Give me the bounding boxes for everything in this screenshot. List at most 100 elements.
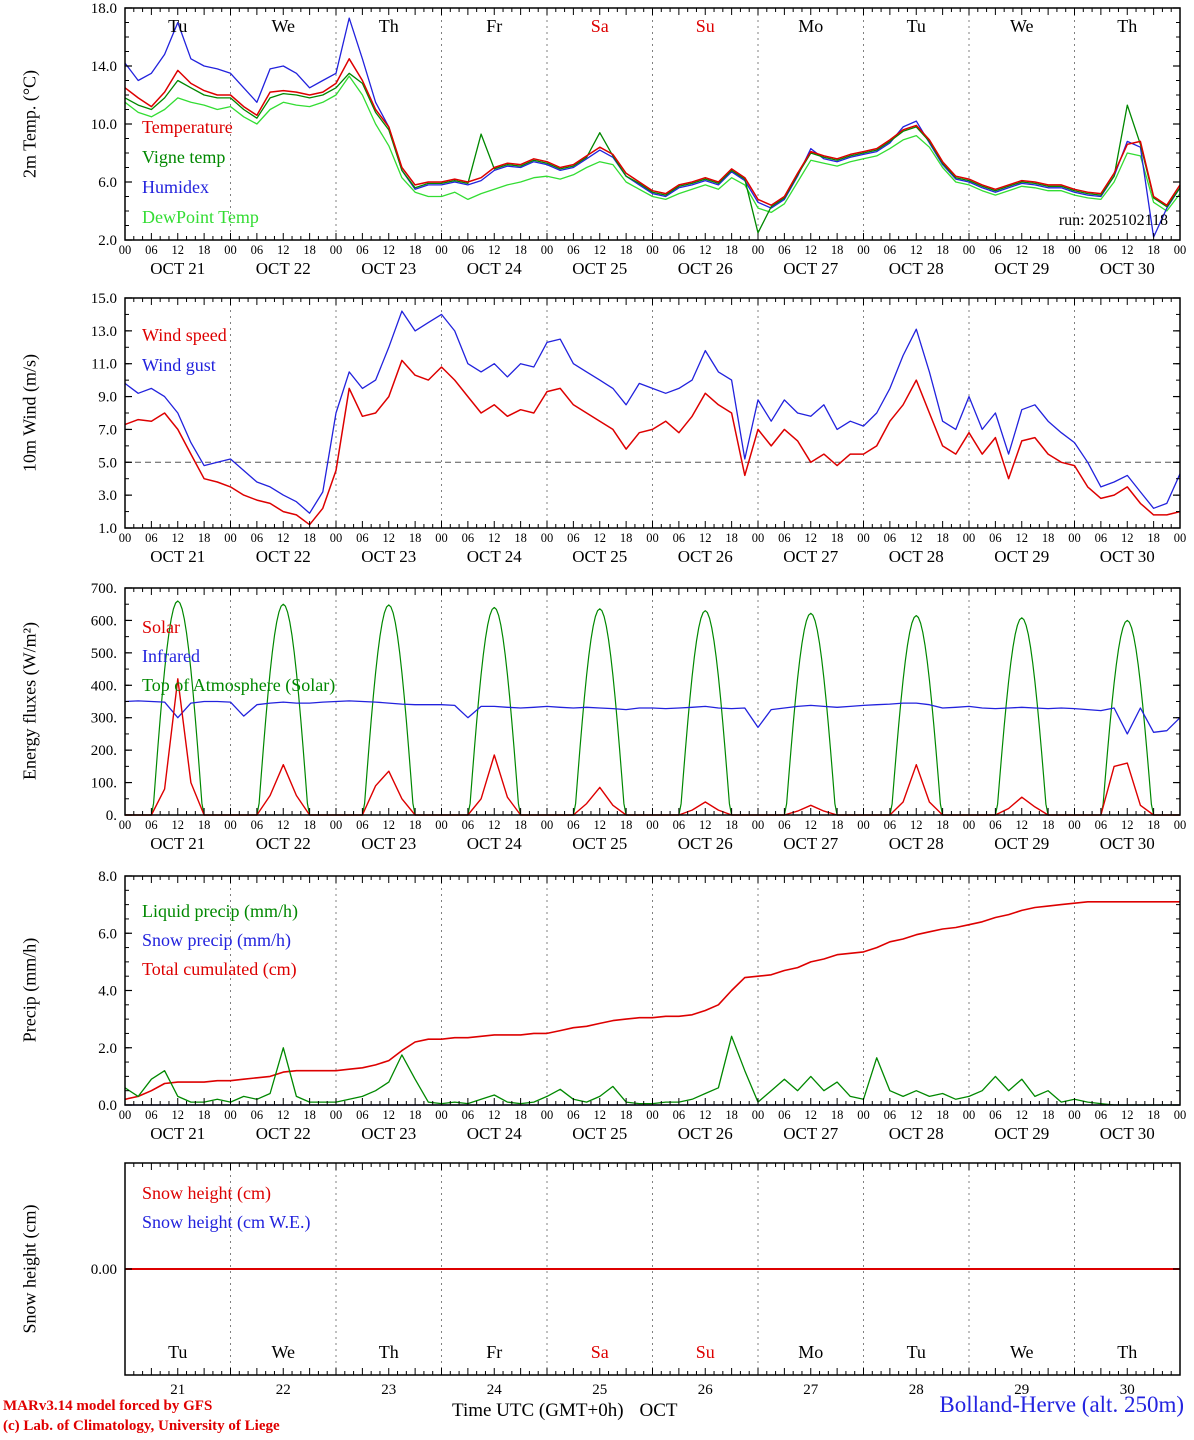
hour-label: 12: [910, 531, 923, 545]
hour-label: 06: [989, 818, 1002, 832]
hour-label: 12: [172, 243, 185, 257]
date-label: OCT 26: [678, 1124, 733, 1143]
date-label: OCT 21: [150, 547, 205, 566]
hour-label: 00: [541, 1108, 554, 1122]
date-label: OCT 22: [256, 547, 311, 566]
hour-label: 18: [936, 1108, 949, 1122]
day-name: Th: [379, 16, 399, 36]
hour-label: 18: [831, 818, 844, 832]
series-solar: [125, 678, 1180, 816]
hour-label: 06: [1095, 1108, 1108, 1122]
date-label: OCT 22: [256, 259, 311, 278]
hour-label: 06: [1095, 531, 1108, 545]
hour-label: 18: [620, 243, 633, 257]
hour-label: 18: [725, 1108, 738, 1122]
hour-label: 00: [435, 531, 448, 545]
hour-label: 12: [488, 531, 501, 545]
y-tick-label: 18.0: [91, 1, 117, 17]
hour-label: 06: [145, 243, 158, 257]
date-label: OCT 23: [361, 259, 416, 278]
y-tick-label: 6.0: [98, 175, 117, 191]
hour-label: 06: [1095, 243, 1108, 257]
day-name: Sa: [591, 1342, 609, 1362]
legend-snow-height-we: Snow height (cm W.E.): [142, 1212, 311, 1232]
legend-temperature: Temperature: [142, 117, 233, 137]
hour-label: 18: [198, 531, 211, 545]
y-tick-label: 2.0: [98, 233, 117, 249]
legend-infrared: Infrared: [142, 646, 200, 666]
hour-label: 00: [330, 243, 343, 257]
day-name: Sa: [591, 16, 609, 36]
hour-label: 00: [1068, 1108, 1081, 1122]
run-label: run: 2025102118: [1058, 212, 1168, 229]
hour-label: 18: [409, 531, 422, 545]
hour-label: 18: [725, 818, 738, 832]
hour-label: 00: [224, 531, 237, 545]
hour-label: 12: [1016, 531, 1029, 545]
hour-label: 06: [251, 1108, 264, 1122]
day-number: 30: [1120, 1382, 1135, 1398]
hour-label: 00: [119, 243, 132, 257]
date-label: OCT 24: [467, 259, 522, 278]
legend-snow-precip: Snow precip (mm/h): [142, 930, 291, 950]
hour-label: 06: [778, 1108, 791, 1122]
date-label: OCT 23: [361, 834, 416, 853]
hour-label: 00: [1174, 1108, 1187, 1122]
date-label: OCT 27: [783, 1124, 838, 1143]
hour-label: 06: [567, 531, 580, 545]
hour-label: 18: [303, 1108, 316, 1122]
y-axis-title-energy: Energy fluxes (W/m²): [19, 621, 40, 781]
y-tick-label: 8.0: [98, 869, 117, 885]
day-name: Mo: [798, 1342, 823, 1362]
hour-label: 00: [1068, 818, 1081, 832]
day-name: We: [271, 1342, 295, 1362]
date-label: OCT 21: [150, 834, 205, 853]
hour-label: 06: [251, 243, 264, 257]
date-label: OCT 21: [150, 259, 205, 278]
date-label: OCT 24: [467, 834, 522, 853]
hour-label: 06: [462, 243, 475, 257]
hour-label: 18: [409, 243, 422, 257]
date-label: OCT 30: [1100, 834, 1155, 853]
hour-label: 18: [936, 818, 949, 832]
day-name: We: [1010, 1342, 1034, 1362]
day-number: 23: [381, 1382, 396, 1398]
y-tick-label: 15.0: [91, 291, 117, 307]
y-tick-label: 2.0: [98, 1041, 117, 1057]
hour-label: 12: [1016, 243, 1029, 257]
hour-label: 06: [989, 1108, 1002, 1122]
hour-label: 12: [277, 818, 290, 832]
hour-label: 18: [1042, 1108, 1055, 1122]
date-label: OCT 23: [361, 1124, 416, 1143]
hour-label: 00: [541, 531, 554, 545]
hour-label: 00: [224, 243, 237, 257]
date-label: OCT 26: [678, 834, 733, 853]
hour-label: 18: [303, 531, 316, 545]
y-tick-label: 0.: [106, 808, 117, 824]
legend-wind-gust: Wind gust: [142, 355, 216, 375]
legend-toa-solar: Top of Atmosphere (Solar): [142, 675, 336, 695]
hour-label: 12: [1121, 243, 1134, 257]
day-name: Th: [1117, 1342, 1137, 1362]
y-tick-label: 11.0: [91, 357, 117, 373]
hour-label: 18: [1147, 531, 1160, 545]
date-label: OCT 28: [889, 1124, 944, 1143]
day-number: 22: [276, 1382, 291, 1398]
y-tick-label: 600.: [91, 613, 117, 629]
hour-label: 12: [699, 1108, 712, 1122]
hour-label: 00: [541, 243, 554, 257]
hour-label: 18: [303, 818, 316, 832]
hour-label: 06: [673, 531, 686, 545]
day-number: 21: [170, 1382, 185, 1398]
hour-label: 18: [725, 531, 738, 545]
hour-label: 00: [646, 531, 659, 545]
hour-label: 06: [356, 531, 369, 545]
y-tick-label: 0.0: [98, 1098, 117, 1114]
hour-label: 00: [1174, 243, 1187, 257]
y-tick-label: 700.: [91, 581, 117, 597]
hour-label: 18: [725, 243, 738, 257]
date-label: OCT 29: [994, 259, 1049, 278]
hour-label: 06: [673, 243, 686, 257]
day-name: Tu: [907, 16, 926, 36]
hour-label: 12: [172, 1108, 185, 1122]
